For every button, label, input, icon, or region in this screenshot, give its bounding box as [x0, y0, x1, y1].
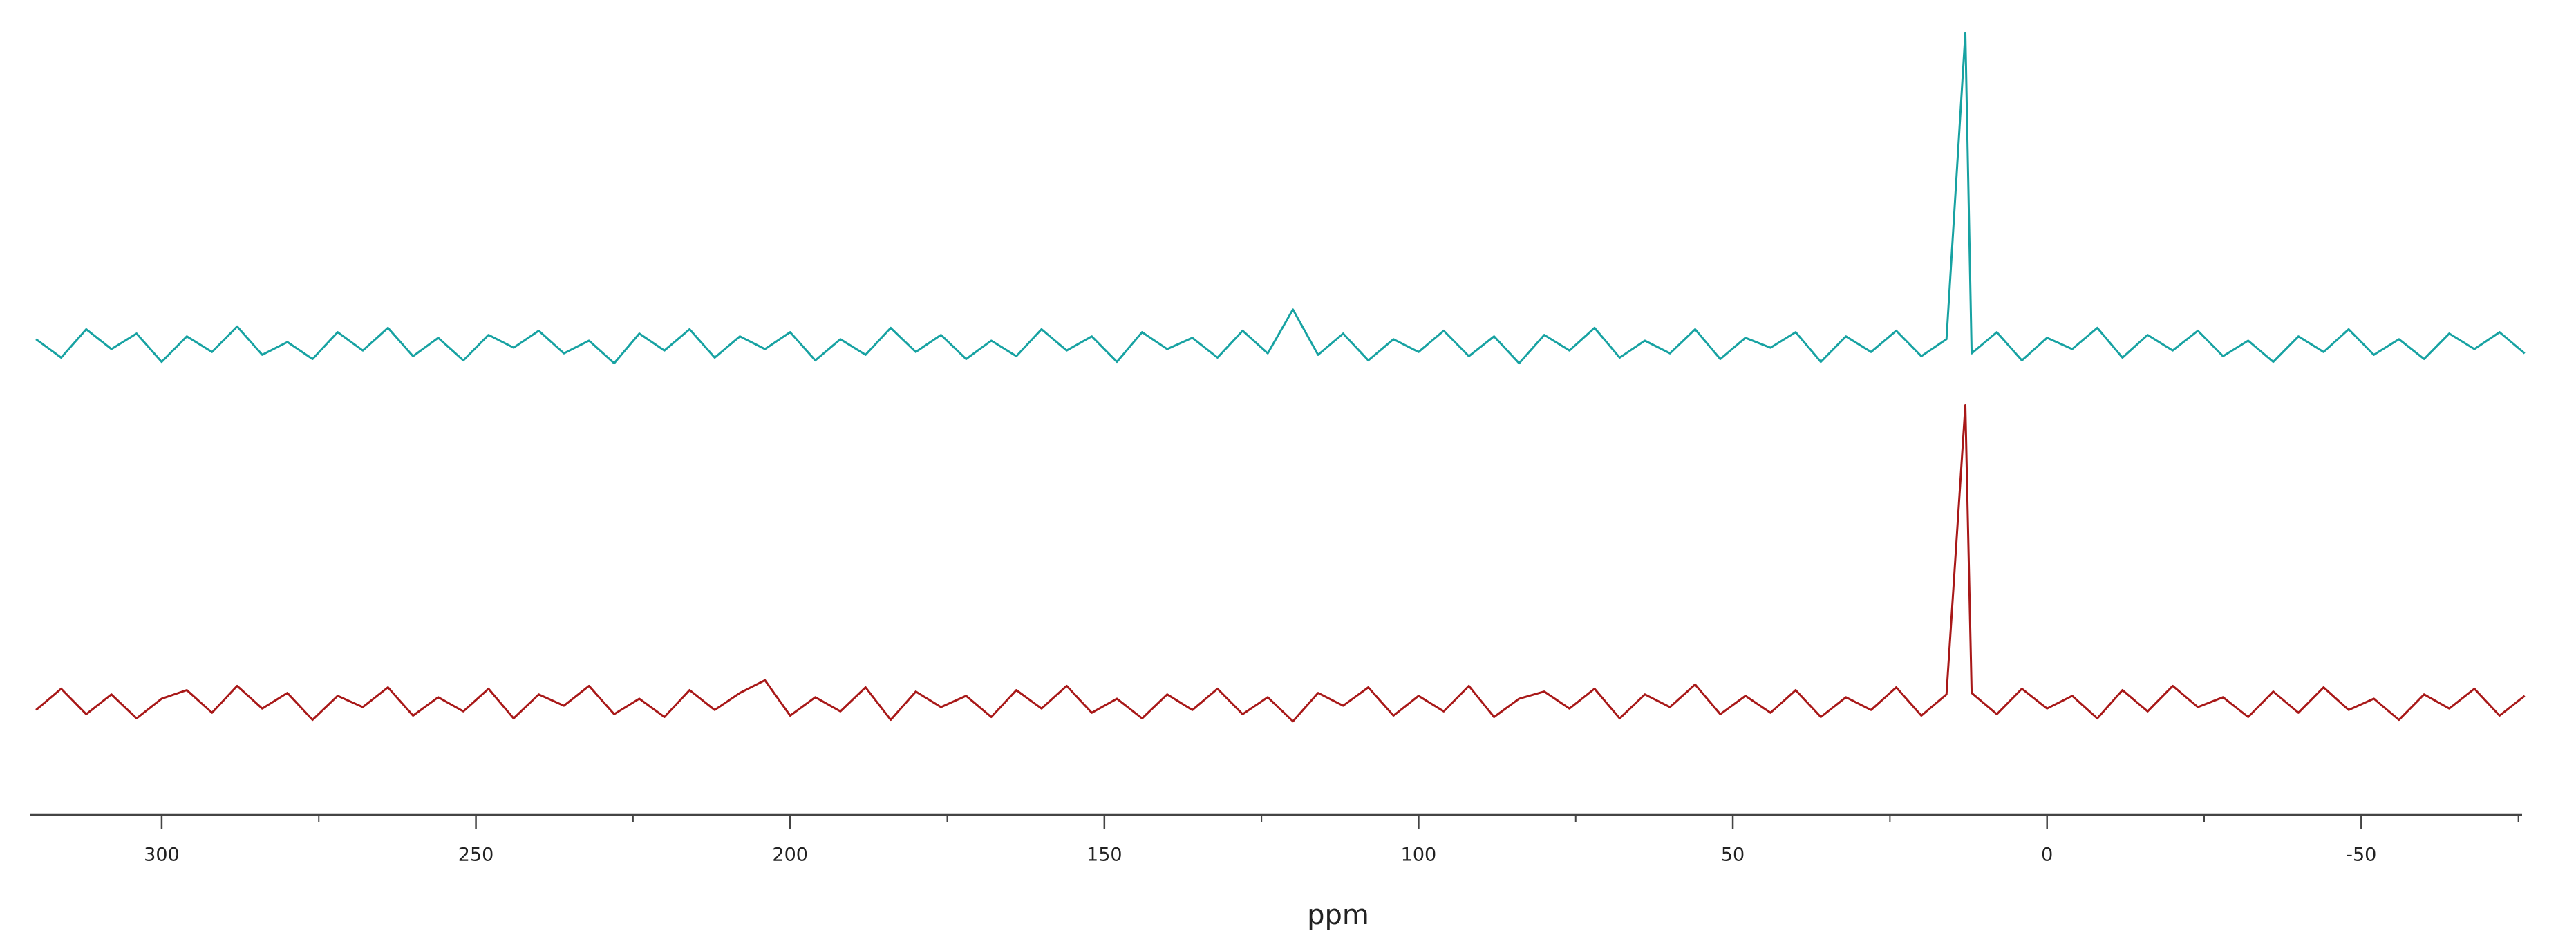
spectrum-line: [35, 32, 2526, 365]
x-tick-label: 50: [1721, 845, 1745, 866]
x-tick-label: 250: [458, 845, 494, 866]
x-tick-label: 300: [144, 845, 180, 866]
x-tick-label: 150: [1087, 845, 1122, 866]
x-tick-label: 0: [2041, 845, 2053, 866]
x-tick-label: 100: [1401, 845, 1437, 866]
x-tick-label: 200: [772, 845, 808, 866]
spectrum-line: [35, 404, 2526, 723]
x-tick-label: -50: [2346, 845, 2376, 866]
x-axis-label: ppm: [1307, 899, 1369, 931]
